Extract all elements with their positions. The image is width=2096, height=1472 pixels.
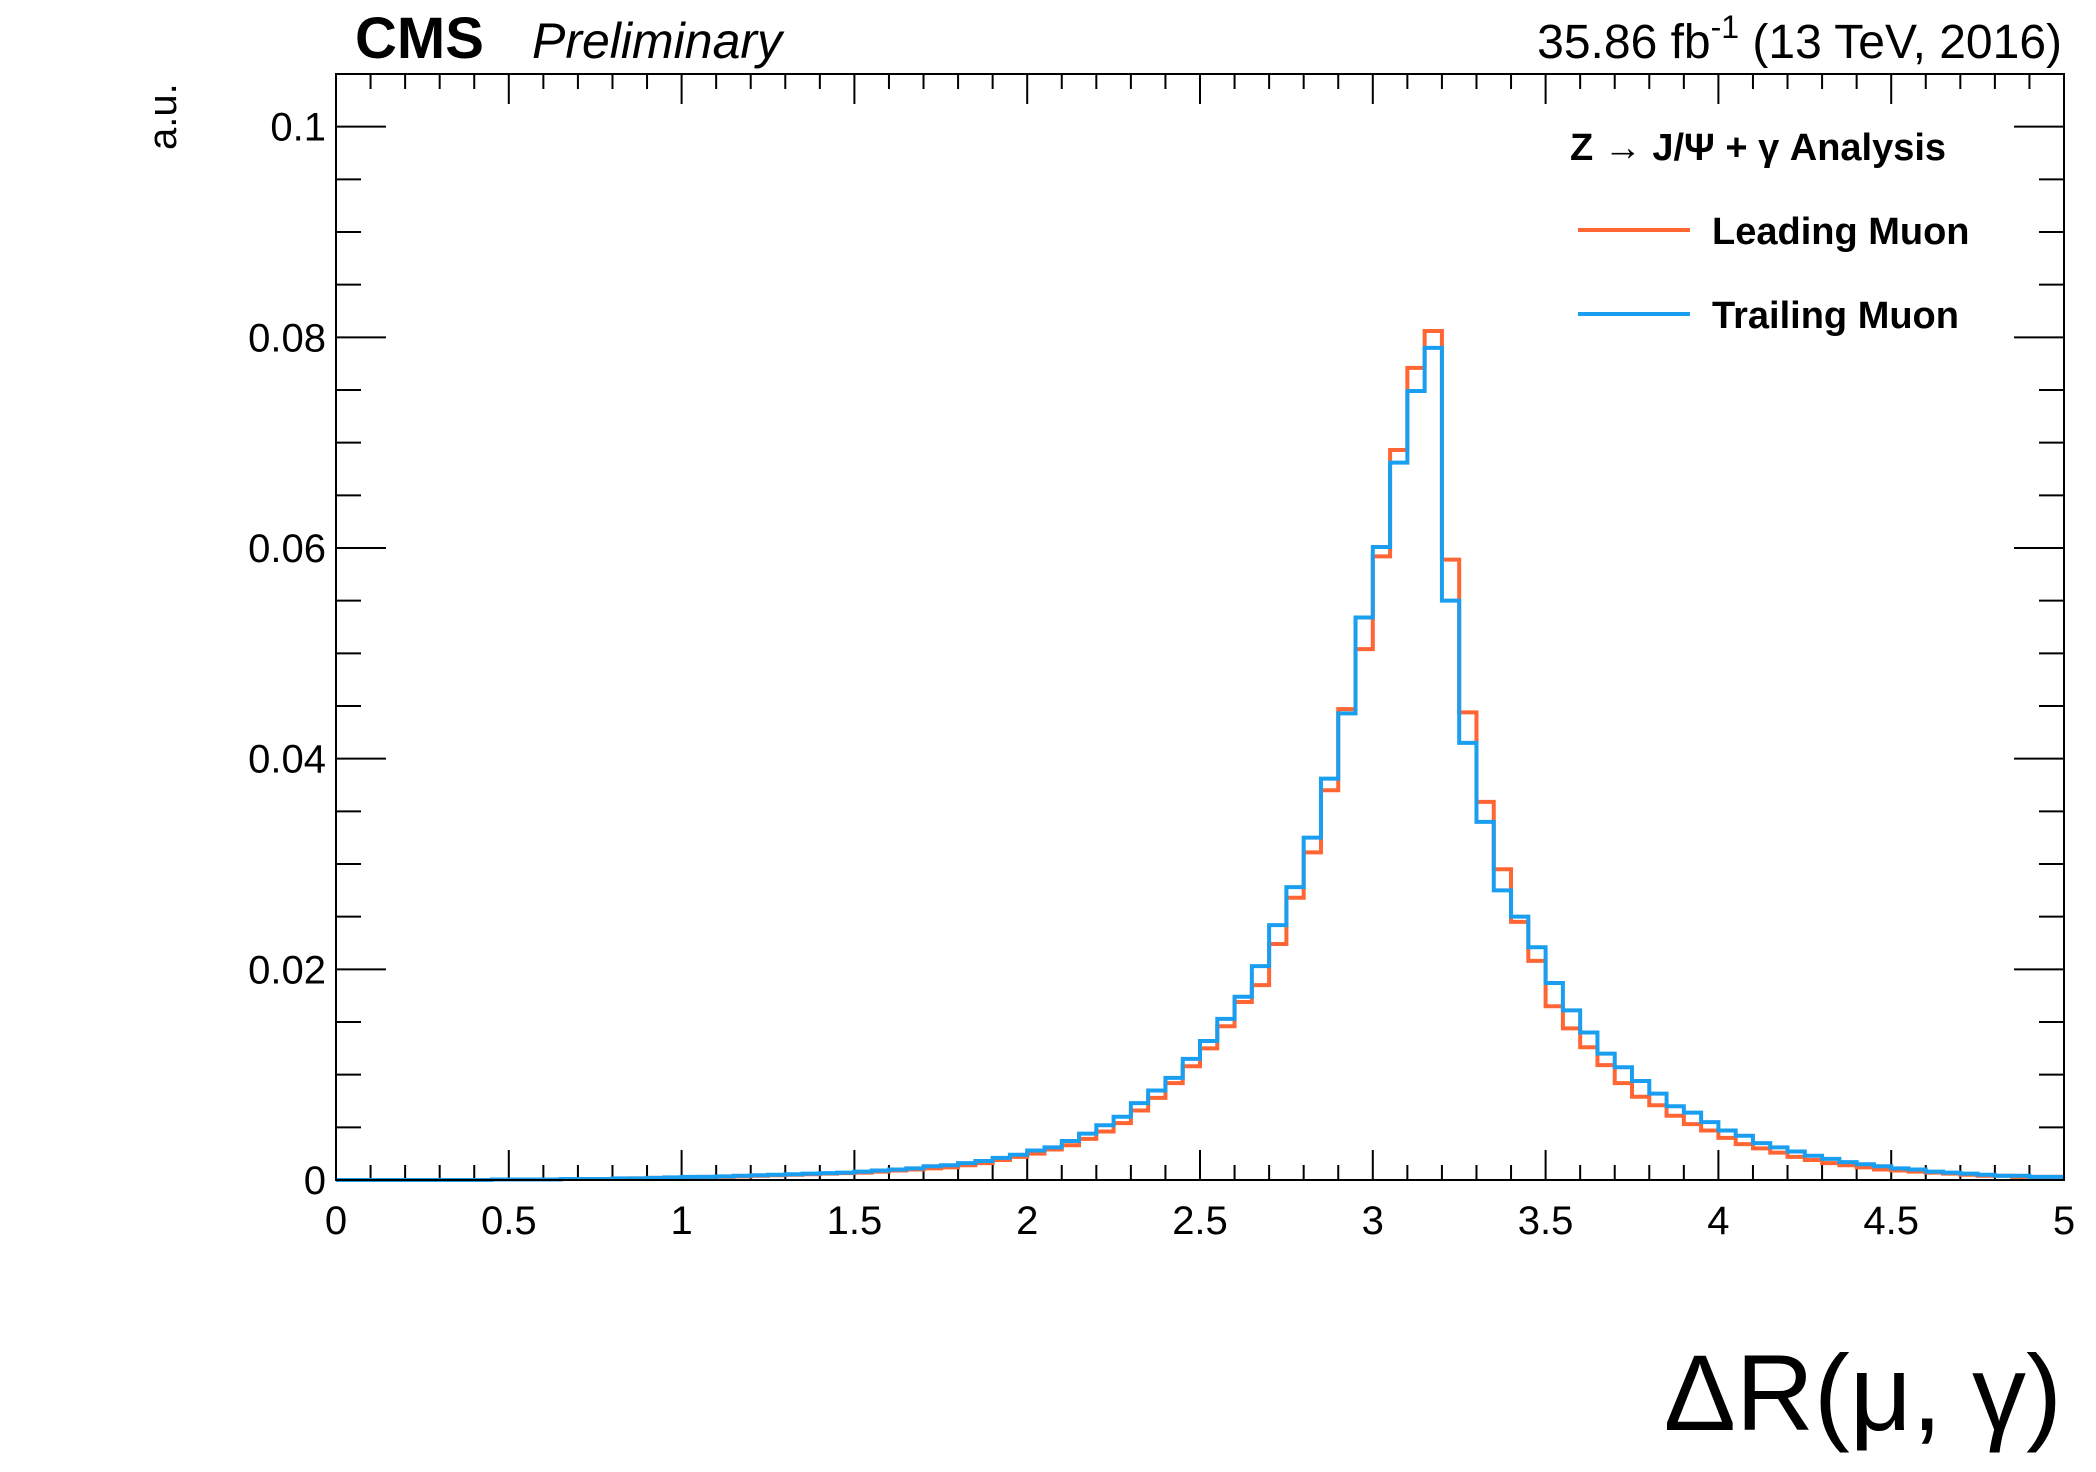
- x-axis-title: ΔR(μ, γ): [1664, 1332, 2062, 1453]
- preliminary-label: Preliminary: [532, 13, 785, 69]
- axis-tick-labels: 0 0.5 1 1.5 2 2.5 3 3.5 4 4.5 5 0 0.02 0.04 0.06 0.08 0.…: [248, 106, 2075, 1243]
- y-tick-label: 0.04: [248, 738, 326, 782]
- series-lines: [336, 329, 2064, 1182]
- x-tick-label: 2: [1016, 1199, 1038, 1243]
- y-axis-title: a.u.: [141, 83, 185, 150]
- y-tick-label: 0: [304, 1159, 326, 1203]
- plot-frame: [335, 73, 2065, 1181]
- y-tick-label: 0.02: [248, 948, 326, 992]
- cms-label: CMS: [355, 6, 484, 71]
- legend: Z → J/Ψ + γ Analysis Leading Muon Traili…: [1570, 127, 1970, 337]
- x-tick-label: 4: [1707, 1199, 1729, 1243]
- x-tick-label: 4.5: [1863, 1199, 1919, 1243]
- y-tick-label: 0.06: [248, 527, 326, 571]
- y-tick-label: 0.1: [270, 106, 326, 150]
- x-tick-label: 1: [670, 1199, 692, 1243]
- series-trailing-muon: [336, 345, 2064, 1182]
- y-tick-label: 0.08: [248, 316, 326, 360]
- legend-label-trailing: Trailing Muon: [1712, 295, 1959, 337]
- legend-label-leading: Leading Muon: [1712, 211, 1970, 253]
- x-tick-label: 1.5: [827, 1199, 883, 1243]
- x-tick-label: 2.5: [1172, 1199, 1228, 1243]
- luminosity-label: 35.86 fb-1 (13 TeV, 2016): [1537, 9, 2062, 69]
- x-tick-label: 0: [325, 1199, 347, 1243]
- x-tick-label: 0.5: [481, 1199, 537, 1243]
- x-tick-label: 3: [1362, 1199, 1384, 1243]
- x-tick-label: 3.5: [1518, 1199, 1574, 1243]
- legend-title: Z → J/Ψ + γ Analysis: [1570, 127, 1946, 169]
- x-tick-label: 5: [2053, 1199, 2075, 1243]
